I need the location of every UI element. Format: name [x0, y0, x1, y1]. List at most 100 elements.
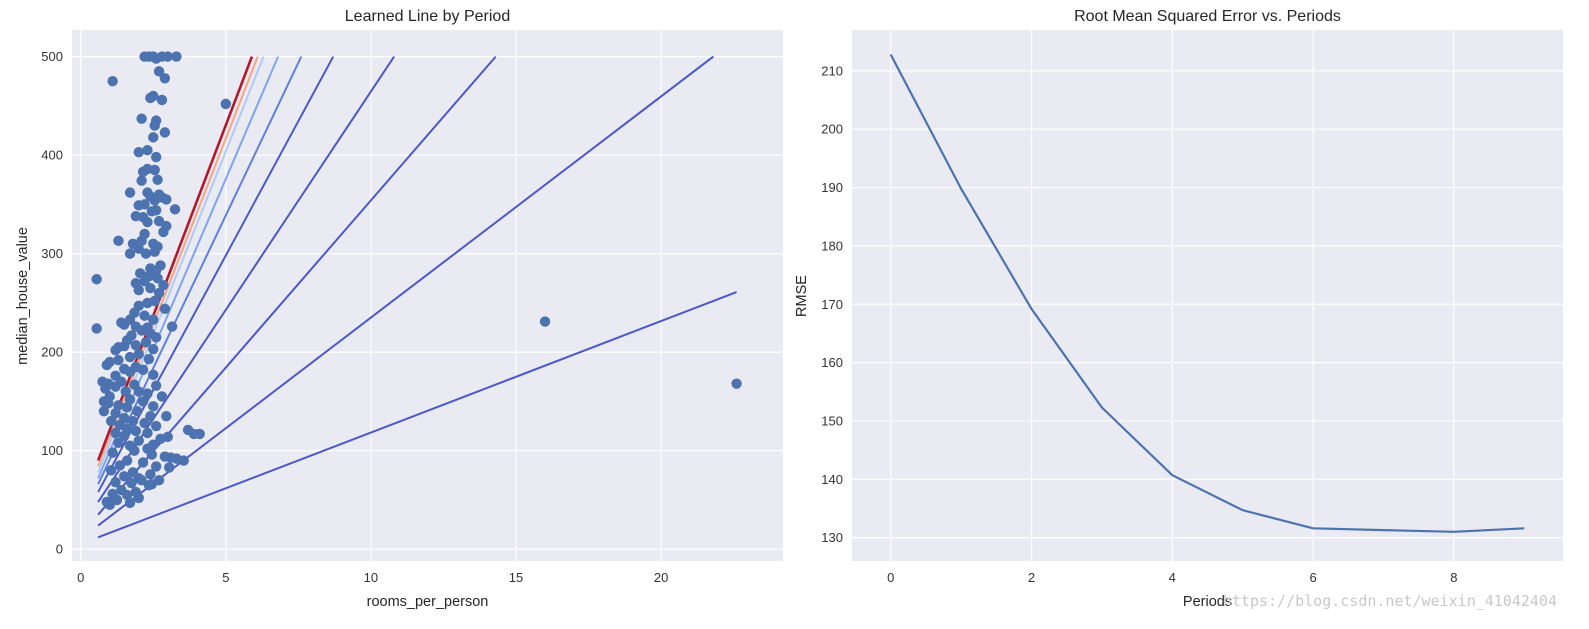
- scatter-point: [150, 380, 162, 391]
- scatter-point: [130, 425, 142, 437]
- scatter-point: [113, 400, 124, 411]
- scatter-point: [155, 433, 166, 445]
- scatter-point: [136, 175, 147, 186]
- scatter-point: [133, 492, 144, 504]
- scatter-point: [146, 478, 158, 490]
- scatter-point: [136, 475, 147, 486]
- rmse-series-line: [889, 53, 1525, 533]
- scatter-point: [137, 396, 149, 407]
- scatter-point: [149, 120, 160, 131]
- scatter-point: [133, 386, 144, 397]
- scatter-point: [111, 494, 123, 506]
- scatter-x-tick-label: 10: [364, 570, 378, 585]
- scatter-point: [178, 455, 189, 466]
- scatter-point: [539, 316, 551, 327]
- scatter-point: [143, 353, 155, 365]
- scatter-point: [140, 337, 152, 348]
- scatter-point: [136, 325, 147, 336]
- scatter-x-tick-label: 15: [509, 570, 523, 585]
- scatter-point: [145, 410, 156, 422]
- scatter-point: [153, 66, 165, 77]
- scatter-point: [133, 146, 144, 158]
- scatter-point: [124, 394, 136, 405]
- learned-line-9: [97, 56, 259, 467]
- scatter-point: [124, 351, 136, 363]
- scatter-point: [158, 279, 169, 291]
- scatter-y-tick-label: 0: [56, 542, 63, 557]
- rmse-y-tick-label: 140: [821, 472, 843, 487]
- scatter-point: [134, 268, 146, 279]
- scatter-point: [161, 410, 172, 422]
- scatter-point: [148, 314, 159, 325]
- scatter-point: [110, 427, 121, 439]
- scatter-point: [100, 383, 111, 394]
- scatter-point: [140, 248, 152, 259]
- scatter-point: [110, 476, 121, 488]
- scatter-point: [149, 195, 160, 206]
- scatter-point: [194, 428, 205, 440]
- rmse-y-tick-label: 210: [821, 63, 843, 78]
- scatter-point: [137, 457, 149, 468]
- scatter-point: [142, 216, 153, 228]
- scatter-point: [159, 127, 171, 138]
- rmse-y-tick-label: 190: [821, 180, 843, 195]
- scatter-point: [137, 166, 149, 178]
- scatter-point: [107, 76, 118, 87]
- scatter-point: [145, 282, 156, 294]
- scatter-point: [110, 381, 121, 392]
- scatter-point: [166, 321, 178, 332]
- rmse-y-tick-label: 180: [821, 238, 843, 253]
- scatter-point: [142, 144, 153, 156]
- scatter-point: [124, 497, 136, 509]
- scatter-point: [146, 206, 158, 217]
- scatter-point: [105, 465, 117, 476]
- scatter-point: [162, 51, 173, 62]
- rmse-x-tick-label: 4: [1169, 570, 1176, 585]
- scatter-point: [159, 303, 171, 314]
- rmse-x-tick-label: 0: [887, 570, 894, 585]
- scatter-point: [121, 489, 133, 501]
- scatter-gridlines: [72, 30, 783, 561]
- scatter-point: [150, 53, 162, 64]
- rmse-x-tick-label: 2: [1028, 570, 1035, 585]
- scatter-point: [121, 402, 133, 413]
- scatter-point: [130, 340, 142, 351]
- scatter-point: [133, 243, 144, 254]
- rmse-y-tick-label: 150: [821, 413, 843, 428]
- scatter-point: [132, 406, 143, 417]
- rmse-y-axis-label: RMSE: [794, 275, 810, 317]
- scatter-point: [121, 455, 133, 466]
- scatter-point: [148, 132, 159, 143]
- scatter-point: [148, 343, 159, 355]
- scatter-point: [153, 287, 165, 299]
- scatter-point: [169, 204, 181, 215]
- scatter-point: [113, 235, 124, 247]
- scatter-point: [124, 248, 136, 259]
- scatter-point: [150, 461, 162, 472]
- scatter-point: [148, 401, 159, 412]
- scatter-point: [104, 499, 115, 511]
- scatter-point: [136, 113, 147, 124]
- scatter-y-tick-label: 200: [41, 345, 63, 360]
- scatter-title: Learned Line by Period: [345, 8, 510, 25]
- scatter-point: [133, 435, 144, 447]
- rmse-y-tick-label: 160: [821, 355, 843, 370]
- scatter-point: [136, 235, 147, 247]
- scatter-point: [110, 408, 121, 419]
- scatter-point: [171, 51, 182, 62]
- scatter-point: [103, 398, 114, 409]
- scatter-point: [153, 215, 165, 227]
- scatter-point: [149, 246, 160, 257]
- rmse-y-tick-label: 130: [821, 530, 843, 545]
- scatter-point: [156, 94, 168, 106]
- scatter-point: [124, 187, 136, 198]
- rmse-gridlines: [852, 30, 1563, 561]
- rmse-tick-labels: 0 2 4 6 8 130 140 150 160 170 180 190 200 210: [821, 63, 1457, 585]
- rmse-x-tick-label: 6: [1309, 570, 1316, 585]
- scatter-point: [156, 391, 168, 402]
- watermark-text: https://blog.csdn.net/weixin_41042404: [1223, 592, 1557, 610]
- rmse-line: [889, 53, 1525, 533]
- learned-line-4: [97, 56, 395, 503]
- scatter-point: [158, 226, 169, 238]
